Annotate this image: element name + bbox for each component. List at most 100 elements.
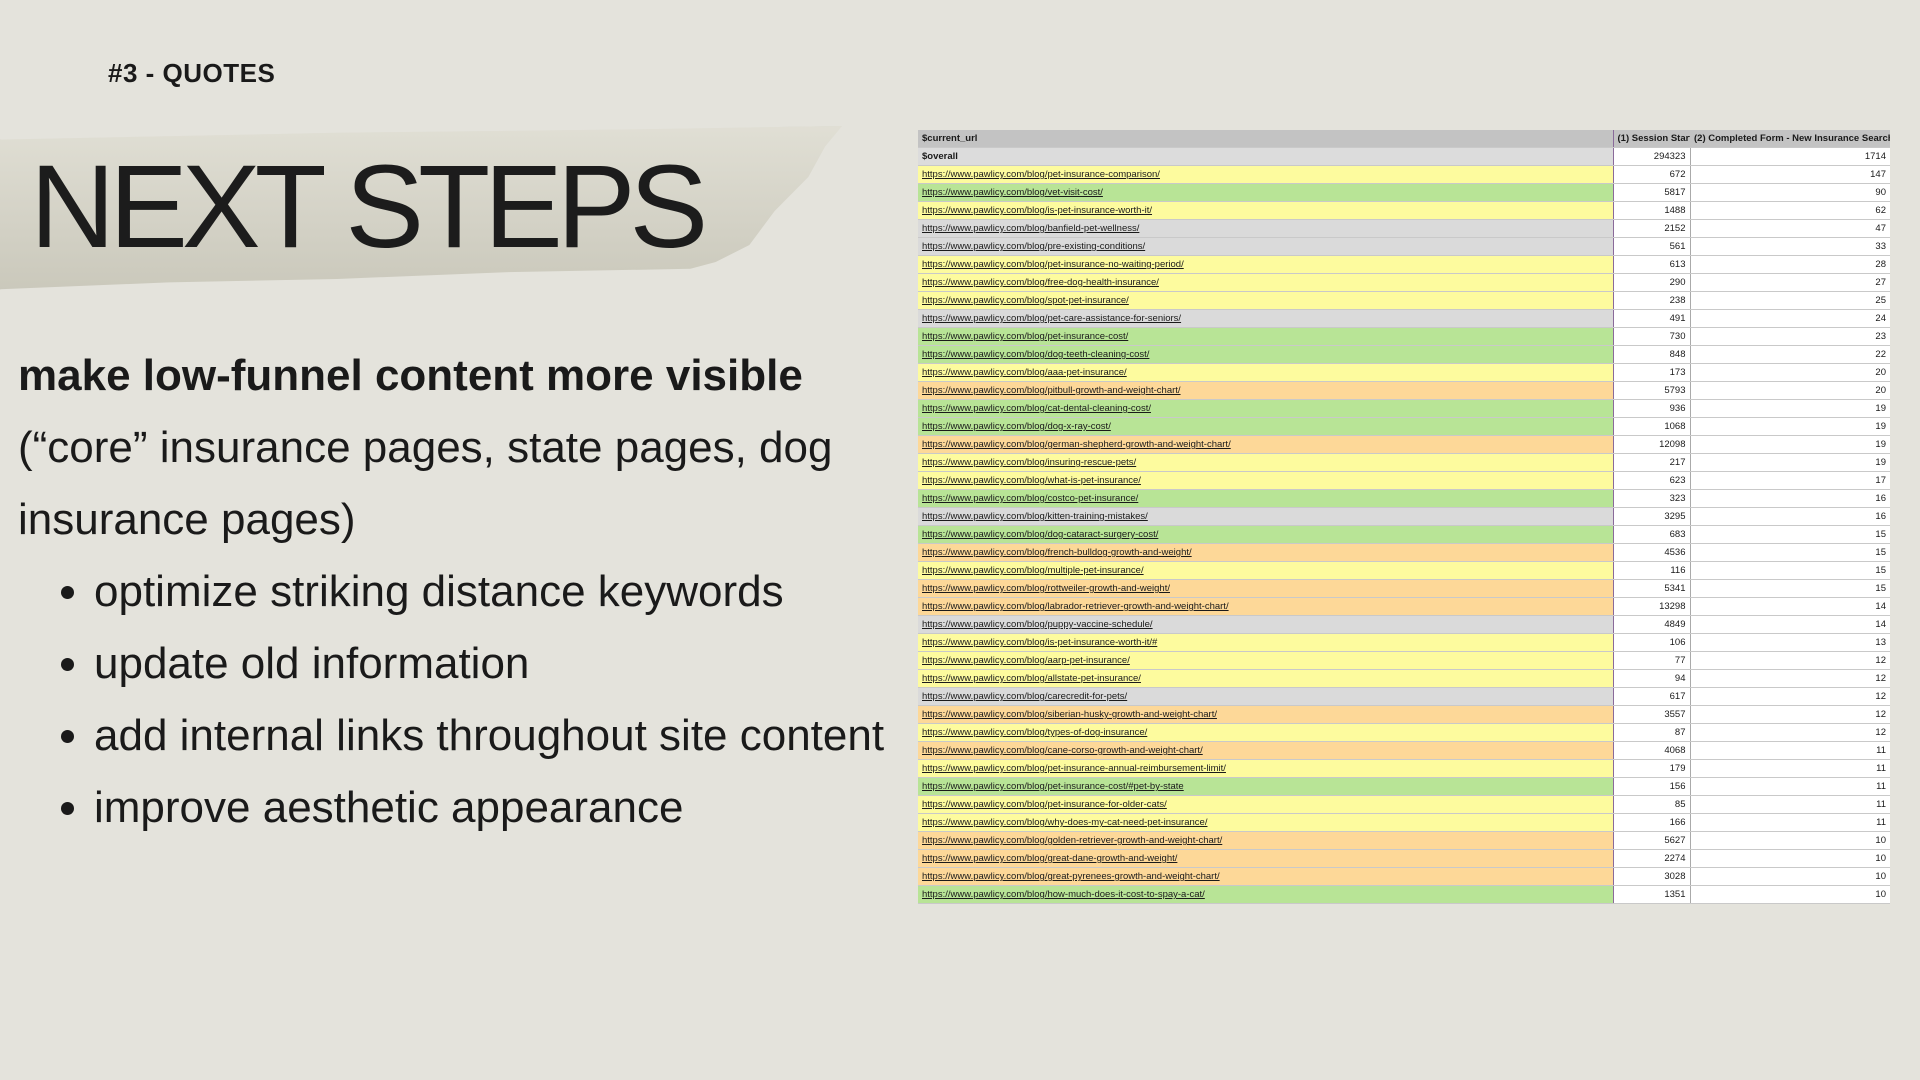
url-cell[interactable]: https://www.pawlicy.com/blog/spot-pet-in… [918, 291, 1614, 310]
bullet-item: add internal links throughout site conte… [94, 700, 888, 772]
table-row: https://www.pawlicy.com/blog/what-is-pet… [918, 471, 1890, 490]
url-cell[interactable]: https://www.pawlicy.com/blog/aarp-pet-in… [918, 651, 1614, 670]
session-start-cell: 77 [1612, 651, 1690, 670]
url-cell[interactable]: https://www.pawlicy.com/blog/costco-pet-… [918, 489, 1614, 508]
session-start-cell: 12098 [1612, 435, 1690, 454]
completed-form-cell: 11 [1689, 759, 1890, 778]
url-cell[interactable]: https://www.pawlicy.com/blog/vet-visit-c… [918, 183, 1614, 202]
url-cell[interactable]: https://www.pawlicy.com/blog/puppy-vacci… [918, 615, 1614, 634]
completed-form-cell: 25 [1689, 291, 1890, 310]
session-start-cell: 87 [1612, 723, 1690, 742]
url-cell[interactable]: https://www.pawlicy.com/blog/pet-care-as… [918, 309, 1614, 328]
url-cell[interactable]: https://www.pawlicy.com/blog/german-shep… [918, 435, 1614, 454]
table-row: https://www.pawlicy.com/blog/vet-visit-c… [918, 183, 1890, 202]
completed-form-cell: 16 [1689, 507, 1890, 526]
table-row: https://www.pawlicy.com/blog/carecredit-… [918, 687, 1890, 706]
column-header-completed-form[interactable]: (2) Completed Form - New Insurance Searc… [1690, 130, 1890, 148]
url-cell[interactable]: https://www.pawlicy.com/blog/pet-insuran… [918, 255, 1614, 274]
completed-form-cell: 15 [1689, 561, 1890, 580]
url-cell[interactable]: https://www.pawlicy.com/blog/carecredit-… [918, 687, 1614, 706]
url-cell[interactable]: https://www.pawlicy.com/blog/pet-insuran… [918, 759, 1614, 778]
table-row: https://www.pawlicy.com/blog/german-shep… [918, 435, 1890, 454]
url-cell[interactable]: https://www.pawlicy.com/blog/dog-teeth-c… [918, 345, 1614, 364]
url-cell[interactable]: https://www.pawlicy.com/blog/dog-x-ray-c… [918, 417, 1614, 436]
slide-body: make low-funnel content more visible (“c… [18, 340, 888, 844]
column-header-url[interactable]: $current_url [918, 130, 1614, 148]
bullet-item: update old information [94, 628, 888, 700]
completed-form-cell: 19 [1689, 399, 1890, 418]
url-cell[interactable]: https://www.pawlicy.com/blog/aaa-pet-ins… [918, 363, 1614, 382]
session-start-cell: 166 [1612, 813, 1690, 832]
url-cell[interactable]: https://www.pawlicy.com/blog/why-does-my… [918, 813, 1614, 832]
column-header-session-start[interactable]: (1) Session Start [1613, 130, 1690, 148]
url-cell[interactable]: https://www.pawlicy.com/blog/banfield-pe… [918, 219, 1614, 238]
url-cell[interactable]: https://www.pawlicy.com/blog/what-is-pet… [918, 471, 1614, 490]
url-cell[interactable]: https://www.pawlicy.com/blog/great-pyren… [918, 867, 1614, 886]
bullet-list: optimize striking distance keywords upda… [18, 556, 888, 844]
url-cell[interactable]: https://www.pawlicy.com/blog/french-bull… [918, 543, 1614, 562]
table-row: https://www.pawlicy.com/blog/cane-corso-… [918, 741, 1890, 760]
table-row: https://www.pawlicy.com/blog/is-pet-insu… [918, 633, 1890, 652]
session-start-cell: 5627 [1612, 831, 1690, 850]
completed-form-cell: 12 [1689, 669, 1890, 688]
session-start-cell: 3028 [1612, 867, 1690, 886]
overall-label: $overall [918, 147, 1614, 166]
session-start-cell: 4068 [1612, 741, 1690, 760]
table-row: https://www.pawlicy.com/blog/banfield-pe… [918, 219, 1890, 238]
sub-text: (“core” insurance pages, state pages, do… [18, 423, 833, 544]
url-cell[interactable]: https://www.pawlicy.com/blog/allstate-pe… [918, 669, 1614, 688]
completed-form-cell: 16 [1689, 489, 1890, 508]
completed-form-cell: 27 [1689, 273, 1890, 292]
session-start-cell: 323 [1612, 489, 1690, 508]
url-cell[interactable]: https://www.pawlicy.com/blog/pet-insuran… [918, 795, 1614, 814]
url-cell[interactable]: https://www.pawlicy.com/blog/kitten-trai… [918, 507, 1614, 526]
url-cell[interactable]: https://www.pawlicy.com/blog/cat-dental-… [918, 399, 1614, 418]
table-row: https://www.pawlicy.com/blog/dog-x-ray-c… [918, 417, 1890, 436]
url-cell[interactable]: https://www.pawlicy.com/blog/siberian-hu… [918, 705, 1614, 724]
table-row: https://www.pawlicy.com/blog/pitbull-gro… [918, 381, 1890, 400]
url-cell[interactable]: https://www.pawlicy.com/blog/great-dane-… [918, 849, 1614, 868]
table-row: https://www.pawlicy.com/blog/pet-insuran… [918, 795, 1890, 814]
url-cell[interactable]: https://www.pawlicy.com/blog/rottweiler-… [918, 579, 1614, 598]
session-start-cell: 5817 [1612, 183, 1690, 202]
completed-form-cell: 28 [1689, 255, 1890, 274]
session-start-cell: 3557 [1612, 705, 1690, 724]
section-kicker: #3 - QUOTES [108, 58, 276, 88]
session-start-cell: 2274 [1612, 849, 1690, 868]
url-cell[interactable]: https://www.pawlicy.com/blog/labrador-re… [918, 597, 1614, 616]
url-cell[interactable]: https://www.pawlicy.com/blog/pet-insuran… [918, 777, 1614, 796]
url-cell[interactable]: https://www.pawlicy.com/blog/pitbull-gro… [918, 381, 1614, 400]
completed-form-cell: 47 [1689, 219, 1890, 238]
table-row: https://www.pawlicy.com/blog/types-of-do… [918, 723, 1890, 742]
url-cell[interactable]: https://www.pawlicy.com/blog/types-of-do… [918, 723, 1614, 742]
url-cell[interactable]: https://www.pawlicy.com/blog/cane-corso-… [918, 741, 1614, 760]
url-cell[interactable]: https://www.pawlicy.com/blog/pre-existin… [918, 237, 1614, 256]
table-row: https://www.pawlicy.com/blog/pet-insuran… [918, 777, 1890, 796]
header-row: $current_url (1) Session Start (2) Compl… [918, 130, 1890, 148]
session-start-cell: 936 [1612, 399, 1690, 418]
url-cell[interactable]: https://www.pawlicy.com/blog/how-much-do… [918, 885, 1614, 904]
url-cell[interactable]: https://www.pawlicy.com/blog/dog-catarac… [918, 525, 1614, 544]
session-start-cell: 179 [1612, 759, 1690, 778]
url-cell[interactable]: https://www.pawlicy.com/blog/multiple-pe… [918, 561, 1614, 580]
table-row: https://www.pawlicy.com/blog/labrador-re… [918, 597, 1890, 616]
table-row: https://www.pawlicy.com/blog/pet-insuran… [918, 327, 1890, 346]
session-start-cell: 173 [1612, 363, 1690, 382]
table-row: https://www.pawlicy.com/blog/great-pyren… [918, 867, 1890, 886]
url-cell[interactable]: https://www.pawlicy.com/blog/is-pet-insu… [918, 201, 1614, 220]
session-start-cell: 5793 [1612, 381, 1690, 400]
url-cell[interactable]: https://www.pawlicy.com/blog/is-pet-insu… [918, 633, 1614, 652]
url-cell[interactable]: https://www.pawlicy.com/blog/pet-insuran… [918, 165, 1614, 184]
url-cell[interactable]: https://www.pawlicy.com/blog/pet-insuran… [918, 327, 1614, 346]
url-cell[interactable]: https://www.pawlicy.com/blog/free-dog-he… [918, 273, 1614, 292]
completed-form-cell: 20 [1689, 381, 1890, 400]
session-start-cell: 491 [1612, 309, 1690, 328]
url-cell[interactable]: https://www.pawlicy.com/blog/insuring-re… [918, 453, 1614, 472]
session-start-cell: 5341 [1612, 579, 1690, 598]
session-start-cell: 238 [1612, 291, 1690, 310]
table-row: https://www.pawlicy.com/blog/aarp-pet-in… [918, 651, 1890, 670]
table-row: https://www.pawlicy.com/blog/pet-insuran… [918, 255, 1890, 274]
url-cell[interactable]: https://www.pawlicy.com/blog/golden-retr… [918, 831, 1614, 850]
completed-form-cell: 11 [1689, 813, 1890, 832]
table-row: https://www.pawlicy.com/blog/dog-teeth-c… [918, 345, 1890, 364]
